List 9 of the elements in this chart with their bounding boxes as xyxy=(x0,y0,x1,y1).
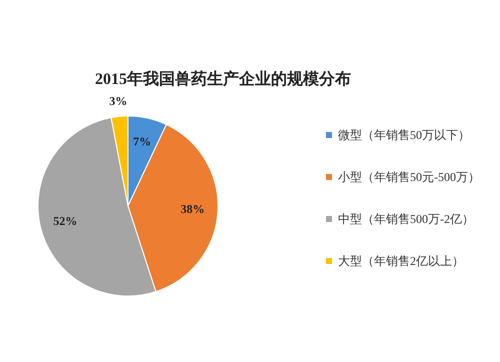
chart-title: 2015年我国兽药生产企业的规模分布 xyxy=(95,70,351,88)
legend-label: 小型（年销售50元-500万） xyxy=(338,170,480,184)
data-label: 38% xyxy=(180,202,205,216)
legend-label: 中型（年销售500万-2亿） xyxy=(338,212,474,226)
legend-label: 大型（年销售2亿以上） xyxy=(338,254,464,268)
data-label: 3% xyxy=(109,94,128,108)
data-label: 7% xyxy=(133,134,152,149)
legend-label: 微型（年销售50万以下） xyxy=(338,128,470,142)
data-label: 52% xyxy=(53,214,78,228)
